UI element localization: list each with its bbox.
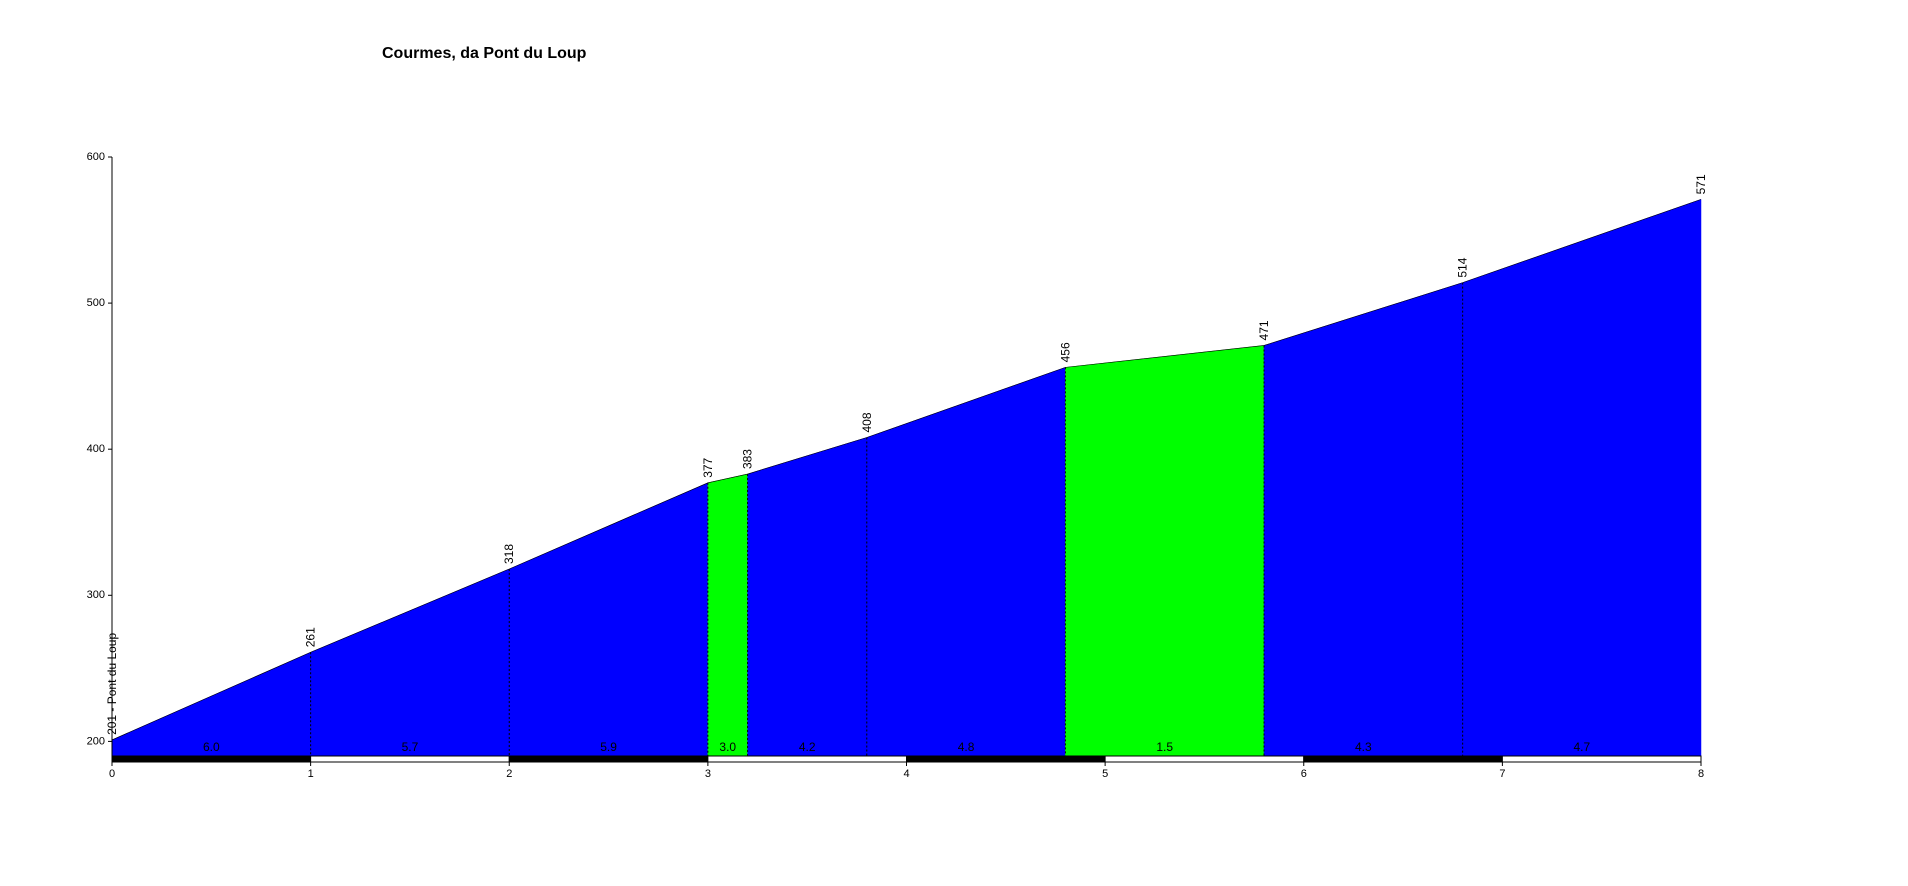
elevation-label: 471 xyxy=(1257,320,1271,340)
y-tick-label: 500 xyxy=(87,297,105,309)
x-tick-label: 6 xyxy=(1301,768,1307,780)
elevation-label: 261 xyxy=(304,627,318,647)
segment-gradient-label: 1.5 xyxy=(1156,740,1173,754)
segment-gradient-label: 4.8 xyxy=(958,740,975,754)
x-tick-label: 3 xyxy=(705,768,711,780)
x-tick-label: 7 xyxy=(1499,768,1505,780)
segment-gradient-label: 4.7 xyxy=(1573,740,1590,754)
distance-bar xyxy=(508,755,709,763)
profile-segment xyxy=(1263,282,1463,757)
elevation-label: 318 xyxy=(502,544,516,564)
y-tick-label: 200 xyxy=(87,735,105,747)
profile-segment xyxy=(1065,345,1265,757)
elevation-label: 456 xyxy=(1058,342,1072,362)
profile-segment xyxy=(509,482,709,757)
segment-gradient-label: 6.0 xyxy=(203,740,220,754)
distance-bar xyxy=(707,755,907,763)
y-tick-label: 600 xyxy=(87,151,105,163)
x-tick-label: 5 xyxy=(1102,768,1108,780)
chart-title: Courmes, da Pont du Loup xyxy=(382,45,587,62)
elevation-label: 571 xyxy=(1694,174,1708,194)
profile-segment xyxy=(707,473,748,757)
x-tick-label: 8 xyxy=(1698,768,1704,780)
distance-bar xyxy=(310,755,510,763)
distance-bar xyxy=(1104,755,1305,763)
profile-segment xyxy=(1462,199,1702,757)
profile-segment xyxy=(310,568,510,757)
distance-bar xyxy=(1501,755,1702,763)
x-tick-label: 2 xyxy=(506,768,512,780)
y-tick-label: 400 xyxy=(87,443,105,455)
segment-gradient-label: 5.7 xyxy=(402,740,419,754)
profile-segment xyxy=(747,437,868,757)
profile-segment xyxy=(866,367,1066,757)
elevation-label: 383 xyxy=(741,449,755,469)
distance-bar xyxy=(1303,755,1503,763)
y-tick-label: 300 xyxy=(87,589,105,601)
elevation-label: 377 xyxy=(701,457,715,477)
segment-gradient-label: 4.2 xyxy=(799,740,816,754)
x-tick-label: 0 xyxy=(109,768,115,780)
distance-bar xyxy=(111,755,312,763)
distance-bar xyxy=(906,755,1106,763)
x-tick-label: 1 xyxy=(308,768,314,780)
elevation-label: 514 xyxy=(1456,257,1470,277)
profile-line xyxy=(111,199,1702,741)
elevation-label: 408 xyxy=(860,412,874,432)
segment-gradient-label: 4.3 xyxy=(1355,740,1372,754)
segment-gradient-label: 3.0 xyxy=(719,740,736,754)
segment-gradient-label: 5.9 xyxy=(600,740,617,754)
x-tick-label: 4 xyxy=(903,768,909,780)
